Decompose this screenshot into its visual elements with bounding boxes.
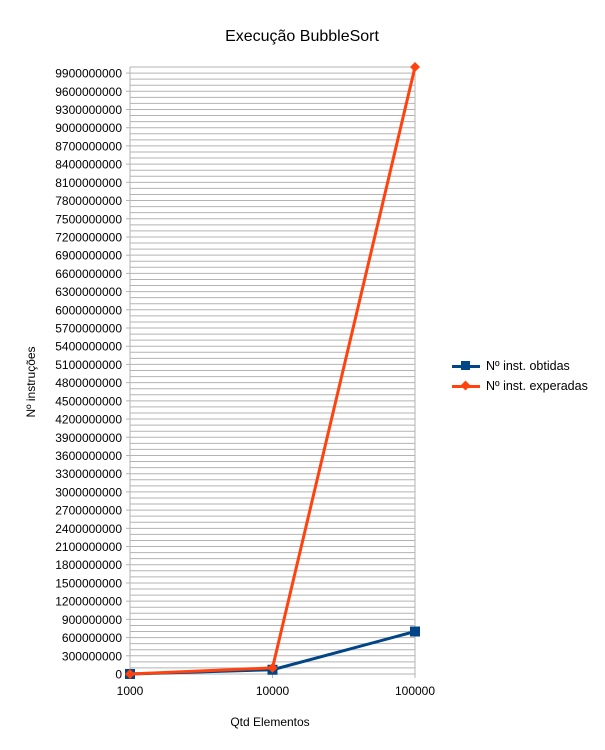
y-tick-label: 4200000000 [55, 413, 122, 427]
y-tick-label: 9000000000 [55, 121, 122, 135]
grid [130, 66, 415, 669]
legend-item-experadas: Nº inst. experadas [450, 376, 588, 396]
x-tick-label: 100000 [395, 684, 435, 698]
y-tick-label: 7800000000 [55, 194, 122, 208]
y-tick-label: 4500000000 [55, 394, 122, 408]
legend-marker-square-icon [450, 360, 482, 372]
y-tick-label: 3600000000 [55, 449, 122, 463]
y-tick-label: 8100000000 [55, 176, 122, 190]
y-tick-label: 5100000000 [55, 358, 122, 372]
y-tick-label: 6900000000 [55, 249, 122, 263]
data-point-diamond [125, 668, 135, 679]
y-tick-label: 2100000000 [55, 540, 122, 554]
y-tick-label: 2400000000 [55, 522, 122, 536]
y-tick-label: 6300000000 [55, 285, 122, 299]
series-1 [125, 62, 420, 679]
y-tick-label: 5700000000 [55, 322, 122, 336]
y-tick-label: 9600000000 [55, 85, 122, 99]
y-tick-label: 600000000 [62, 631, 122, 645]
y-tick-label: 6600000000 [55, 267, 122, 281]
y-tick-label: 7500000000 [55, 212, 122, 226]
x-tick-labels: 1000 10000 100000 [117, 684, 436, 698]
y-tick-labels: 0 300000000 600000000 900000000 1200000000 15… [55, 67, 122, 682]
y-tick-label: 6000000000 [55, 303, 122, 317]
series [125, 62, 420, 679]
legend: Nº inst. obtidas Nº inst. experadas [450, 356, 588, 396]
y-tick-label: 9300000000 [55, 103, 122, 117]
y-tick-label: 9900000000 [55, 67, 122, 81]
data-point-diamond [410, 62, 420, 72]
y-tick-label: 1500000000 [55, 576, 122, 590]
y-axis-title: Nº instruções [24, 346, 38, 417]
data-point-square [410, 626, 420, 637]
x-tick-label: 1000 [117, 684, 144, 698]
y-tick-label: 1800000000 [55, 558, 122, 572]
y-tick-label: 2700000000 [55, 504, 122, 518]
legend-label: Nº inst. obtidas [486, 359, 570, 373]
y-tick-label: 900000000 [62, 613, 122, 627]
legend-marker-diamond-icon [450, 380, 482, 392]
x-axis-title: Qtd Elementos [230, 715, 309, 729]
y-tick-label: 300000000 [62, 649, 122, 663]
y-tick-label: 0 [115, 668, 122, 682]
y-tick-label: 8700000000 [55, 139, 122, 153]
legend-item-obtidas: Nº inst. obtidas [450, 356, 588, 376]
y-tick-label: 3300000000 [55, 467, 122, 481]
chart-title: Execução BubbleSort [225, 28, 379, 45]
y-tick-label: 4800000000 [55, 376, 122, 390]
y-tick-label: 5400000000 [55, 340, 122, 354]
x-tick-label: 10000 [256, 684, 290, 698]
legend-label: Nº inst. experadas [486, 379, 588, 393]
data-point-diamond [267, 662, 278, 673]
y-tick-label: 3900000000 [55, 431, 122, 445]
y-tick-label: 1200000000 [55, 595, 122, 609]
axes [126, 67, 416, 678]
y-tick-label: 3000000000 [55, 485, 122, 499]
y-tick-label: 7200000000 [55, 230, 122, 244]
y-tick-label: 8400000000 [55, 158, 122, 172]
